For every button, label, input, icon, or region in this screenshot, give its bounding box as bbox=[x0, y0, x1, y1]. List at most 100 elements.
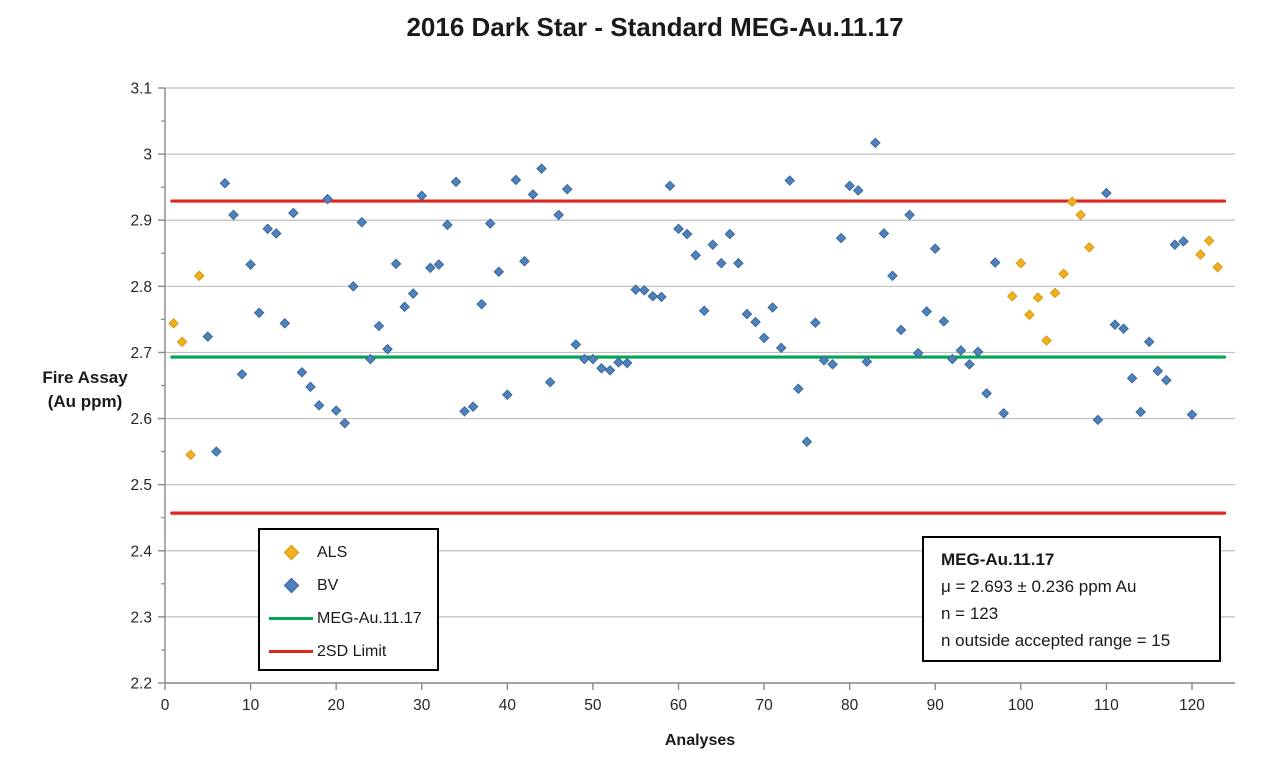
bv-point bbox=[818, 355, 830, 366]
bv-point bbox=[442, 219, 453, 231]
bv-point bbox=[519, 255, 530, 267]
als-point bbox=[1032, 292, 1044, 303]
x-axis-title: Analyses bbox=[664, 732, 736, 749]
als-point bbox=[1083, 242, 1095, 253]
x-tick-label: 80 bbox=[841, 697, 859, 714]
bv-point bbox=[502, 389, 513, 401]
y-tick-label: 2.6 bbox=[130, 411, 152, 428]
bv-point bbox=[202, 331, 214, 342]
stats-box: MEG-Au.11.17 μ = 2.693 ± 0.236 ppm Au n … bbox=[922, 536, 1221, 662]
x-tick-label: 110 bbox=[1094, 697, 1119, 714]
bv-point bbox=[673, 223, 684, 235]
bv-point bbox=[835, 232, 847, 244]
bv-point bbox=[698, 305, 710, 317]
als-point bbox=[1049, 287, 1061, 299]
bv-point bbox=[947, 353, 958, 365]
bv-point bbox=[1118, 323, 1129, 334]
legend-item-meg: MEG-Au.11.17 bbox=[260, 602, 437, 635]
bv-point bbox=[878, 228, 890, 239]
bv-point bbox=[767, 302, 778, 313]
bv-point bbox=[784, 175, 796, 186]
bv-point bbox=[228, 209, 239, 221]
y-tick-label: 2.5 bbox=[130, 477, 152, 494]
als-point bbox=[185, 449, 196, 461]
bv-point bbox=[288, 207, 299, 219]
bv-point bbox=[305, 381, 316, 393]
x-tick-label: 60 bbox=[670, 697, 688, 714]
bv-point bbox=[476, 298, 487, 310]
bv-point bbox=[339, 417, 351, 429]
bv-point bbox=[630, 284, 642, 295]
als-point bbox=[1024, 309, 1035, 321]
bv-point bbox=[484, 218, 496, 229]
bv-point bbox=[810, 317, 821, 329]
bv-point bbox=[844, 180, 855, 192]
stats-outside: n outside accepted range = 15 bbox=[941, 631, 1171, 650]
bv-point bbox=[1161, 374, 1172, 386]
bv-point bbox=[750, 316, 761, 328]
bv-point bbox=[1178, 236, 1189, 247]
bv-point bbox=[681, 228, 693, 240]
bv-point bbox=[253, 307, 265, 319]
als-point bbox=[176, 336, 188, 348]
bv-point bbox=[390, 258, 402, 270]
bv-point bbox=[904, 209, 915, 221]
legend: ALS BV MEG-Au.11.17 2SD Limit bbox=[258, 528, 439, 671]
bv-point bbox=[938, 316, 950, 327]
als-point bbox=[1203, 235, 1215, 247]
bv-point bbox=[801, 436, 813, 448]
x-tick-label: 10 bbox=[242, 697, 260, 714]
bv-point bbox=[793, 383, 804, 395]
bv-point bbox=[989, 257, 1001, 268]
y-axis-title-line2: (Au ppm) bbox=[47, 392, 123, 411]
bv-point bbox=[690, 249, 701, 261]
y-axis-title: Fire Assay (Au ppm) bbox=[30, 366, 140, 414]
bv-point bbox=[527, 189, 539, 200]
legend-label-2sd: 2SD Limit bbox=[317, 642, 387, 660]
bv-point bbox=[407, 288, 419, 299]
bv-point bbox=[724, 228, 736, 240]
als-point bbox=[168, 318, 179, 329]
bv-point bbox=[433, 259, 445, 270]
bv-point bbox=[1152, 365, 1164, 377]
bv-point bbox=[493, 266, 505, 278]
bv-point bbox=[827, 359, 838, 370]
bv-point bbox=[921, 306, 932, 317]
bv-point bbox=[656, 291, 667, 303]
als-point bbox=[1212, 261, 1223, 273]
bv-point bbox=[373, 320, 385, 332]
bv-point bbox=[313, 400, 325, 411]
als-point bbox=[193, 270, 205, 282]
bv-point bbox=[382, 343, 393, 355]
bv-point bbox=[613, 357, 624, 368]
bv-point bbox=[544, 376, 556, 388]
red-line-icon bbox=[269, 650, 313, 653]
y-axis-title-line1: Fire Assay bbox=[42, 368, 128, 387]
stats-mean: μ = 2.693 ± 0.236 ppm Au bbox=[941, 577, 1137, 596]
bv-point bbox=[536, 163, 547, 174]
bv-point bbox=[467, 401, 479, 412]
bv-point bbox=[416, 190, 428, 202]
bv-point bbox=[895, 324, 907, 336]
legend-item-bv: BV bbox=[260, 569, 437, 602]
legend-label-bv: BV bbox=[317, 576, 339, 594]
y-tick-label: 2.8 bbox=[130, 279, 152, 296]
bv-point bbox=[1101, 187, 1112, 199]
bv-point bbox=[579, 353, 590, 365]
stats-title: MEG-Au.11.17 bbox=[941, 550, 1055, 569]
x-tick-label: 0 bbox=[161, 697, 170, 714]
bv-point bbox=[1143, 336, 1155, 348]
legend-item-als: ALS bbox=[260, 536, 437, 569]
bv-point bbox=[638, 284, 650, 296]
x-tick-label: 70 bbox=[755, 697, 773, 714]
bv-point bbox=[972, 346, 984, 358]
bv-point bbox=[236, 368, 248, 380]
bv-point bbox=[647, 290, 659, 302]
bv-point bbox=[707, 239, 719, 250]
bv-point bbox=[356, 216, 368, 228]
als-point bbox=[1015, 257, 1027, 269]
bv-point bbox=[861, 356, 873, 368]
legend-label-meg: MEG-Au.11.17 bbox=[317, 609, 422, 627]
y-tick-label: 2.3 bbox=[130, 609, 152, 626]
